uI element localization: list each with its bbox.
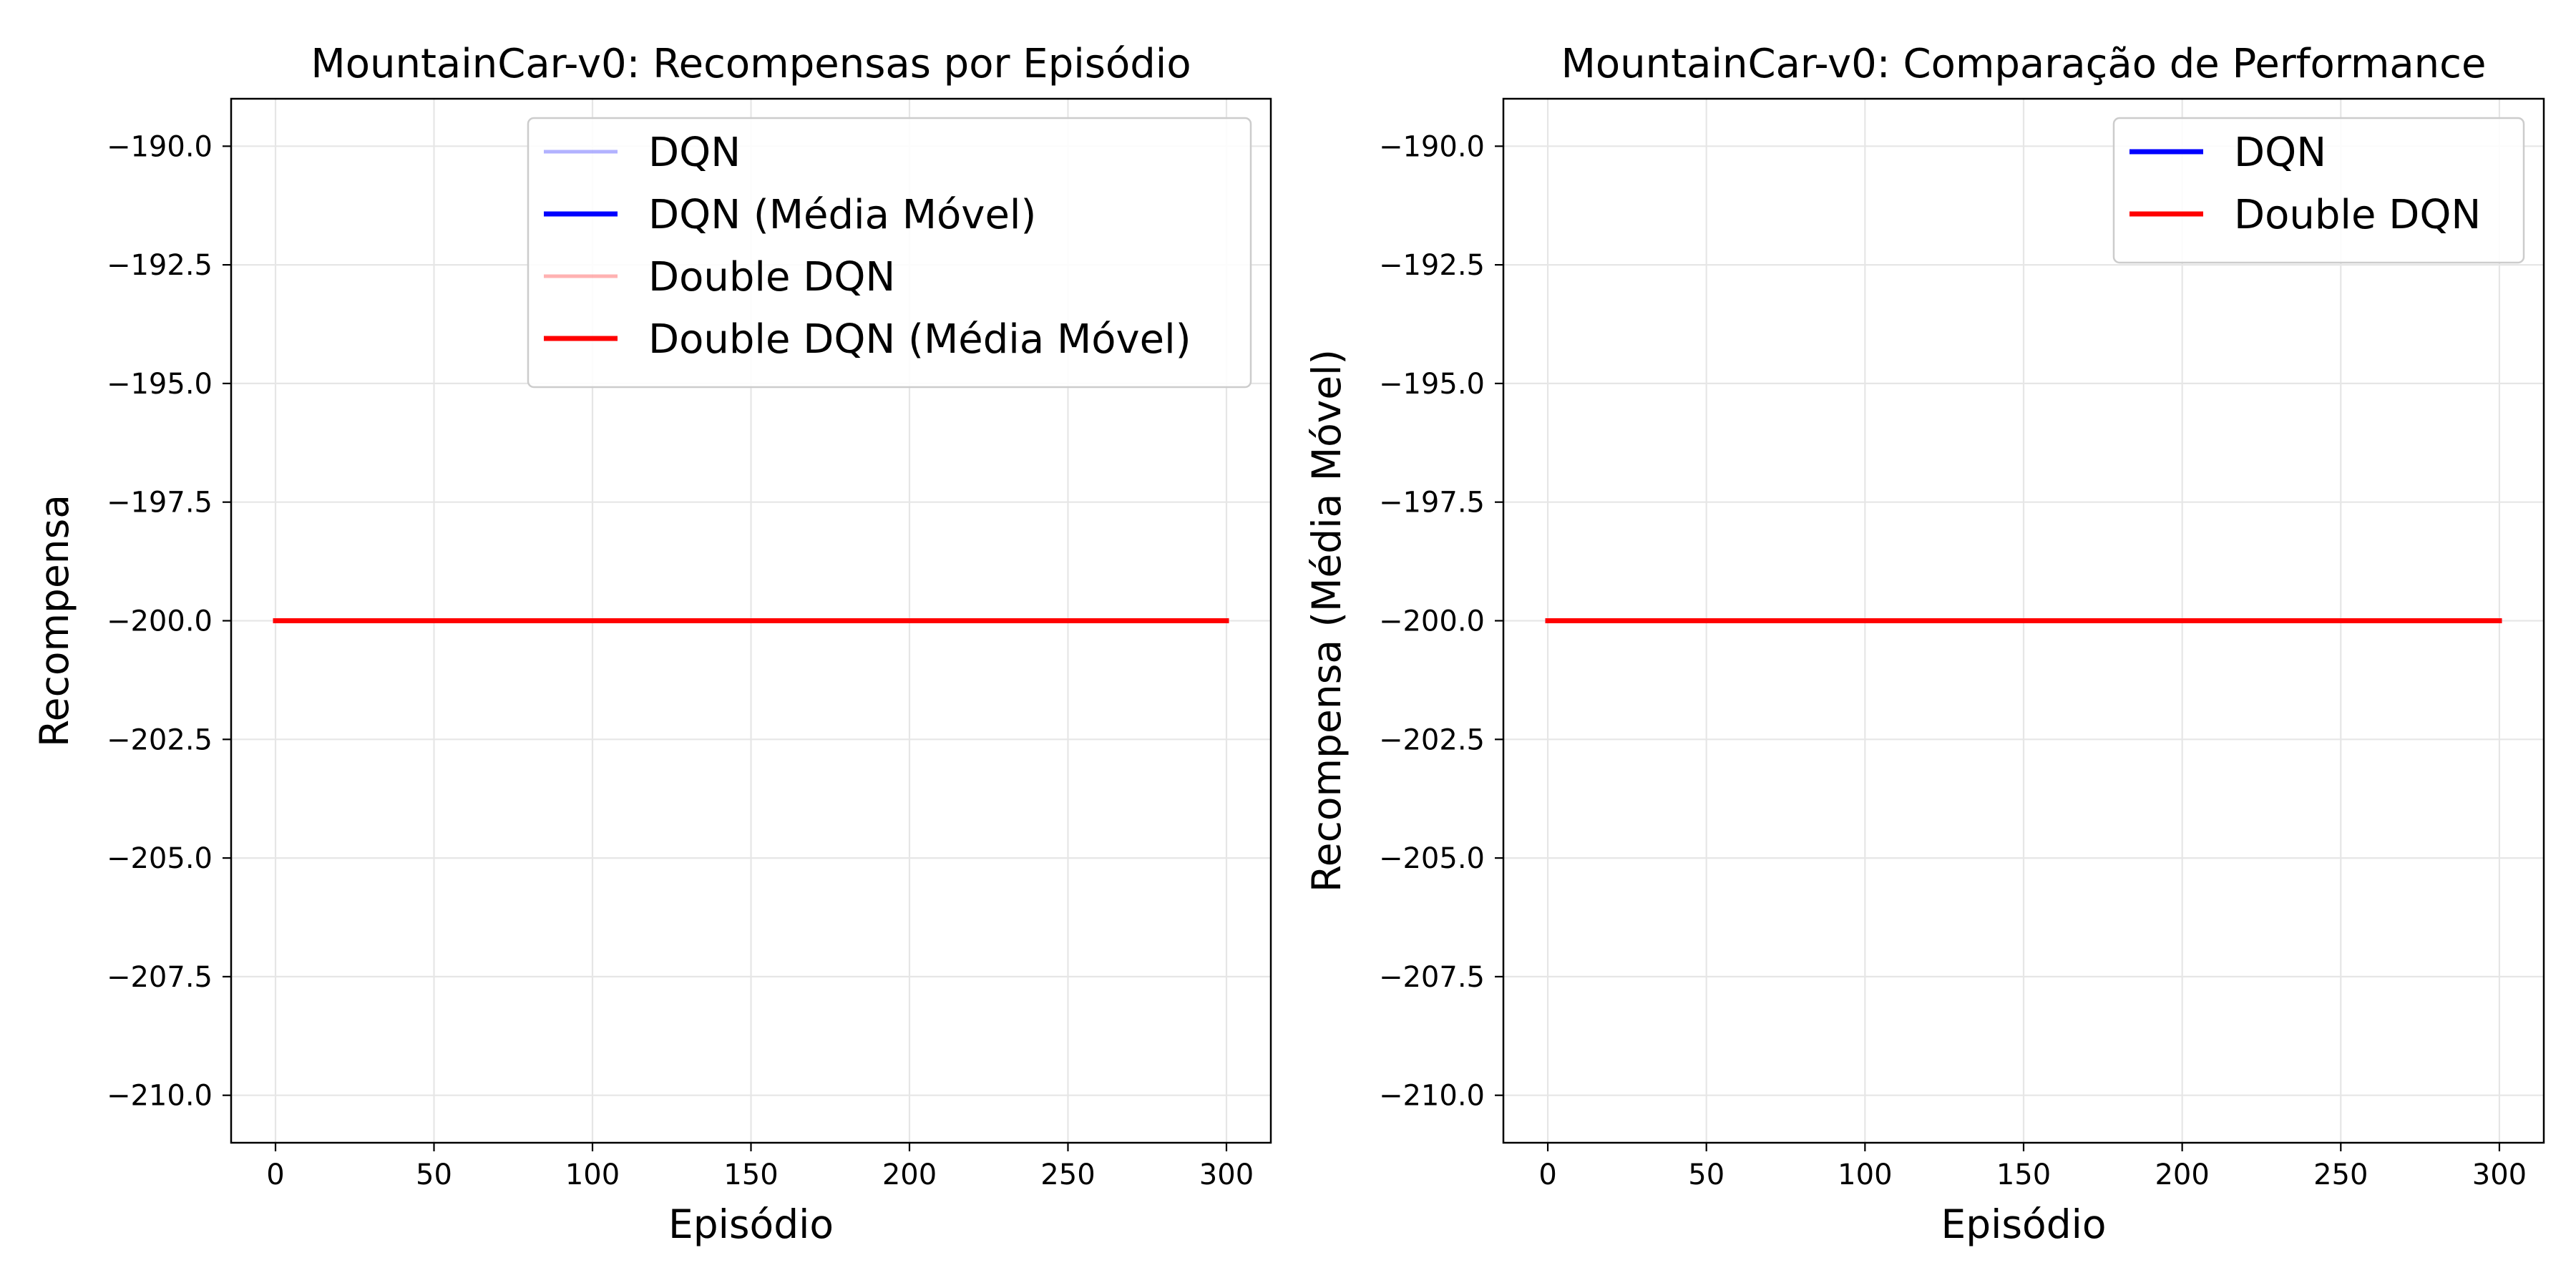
- legend-box: [527, 117, 1252, 389]
- y-tick-label: −200.0: [107, 605, 213, 638]
- y-tick-label: −192.5: [1379, 249, 1485, 282]
- y-tick-label: −197.5: [107, 487, 213, 519]
- y-tick-label: −195.0: [1379, 368, 1485, 401]
- y-tick-label: −190.0: [107, 130, 213, 163]
- legend-label: Double DQN: [648, 254, 895, 301]
- legend-label: Double DQN (Média Móvel): [648, 316, 1191, 363]
- y-tick-label: −202.5: [1379, 723, 1485, 756]
- legend: DQN DQN (Média Móvel) Double DQN Double DQN…: [527, 117, 1252, 389]
- y-tick-label: −200.0: [1379, 605, 1485, 638]
- chart-panel-2: 0 50 100 150 200 250 300 −190.0 −192.5 −195.0 −197…: [1304, 41, 2545, 1247]
- x-tick-label: 0: [1538, 1158, 1556, 1191]
- y-tick-label: −192.5: [107, 249, 213, 282]
- y-tick-label: −195.0: [107, 368, 213, 401]
- x-tick-label: 50: [1688, 1158, 1724, 1191]
- x-tick-label: 200: [882, 1158, 937, 1191]
- y-tick-label: −190.0: [1379, 130, 1485, 163]
- legend-label: DQN: [648, 130, 741, 176]
- y-tick-label: −210.0: [1379, 1080, 1485, 1113]
- y-tick-label: −210.0: [107, 1080, 213, 1113]
- y-axis-label: Recompensa (Média Móvel): [1304, 349, 1350, 892]
- x-tick-label: 250: [2313, 1158, 2368, 1191]
- x-tick-label: 100: [565, 1158, 620, 1191]
- x-tick-label: 50: [416, 1158, 452, 1191]
- legend-box: [2112, 117, 2525, 264]
- x-tick-label: 300: [2472, 1158, 2527, 1191]
- legend-label: DQN (Média Móvel): [648, 192, 1036, 238]
- x-tick-label: 250: [1040, 1158, 1095, 1191]
- y-tick-label: −197.5: [1379, 487, 1485, 519]
- x-tick-label: 150: [723, 1158, 778, 1191]
- legend: DQN Double DQN: [2112, 117, 2525, 264]
- y-tick-label: −202.5: [107, 723, 213, 756]
- chart-title: MountainCar-v0: Comparação de Performanc…: [1561, 41, 2487, 87]
- legend-label: DQN: [2234, 130, 2326, 176]
- y-tick-label: −205.0: [107, 842, 213, 875]
- y-tick-label: −205.0: [1379, 842, 1485, 875]
- y-axis-label: Recompensa: [31, 494, 77, 747]
- x-tick-label: 300: [1199, 1158, 1254, 1191]
- x-tick-label: 200: [2155, 1158, 2209, 1191]
- x-axis-label: Episódio: [668, 1201, 834, 1247]
- y-tick-label: −207.5: [107, 961, 213, 994]
- y-tick-label: −207.5: [1379, 961, 1485, 994]
- chart-title: MountainCar-v0: Recompensas por Episódio: [311, 41, 1191, 87]
- legend-label: Double DQN: [2234, 192, 2481, 238]
- x-tick-label: 0: [266, 1158, 284, 1191]
- chart-panel-1: 0 50 100 150 200 250 300 −190.0 −192.5 −195.0 −197…: [31, 41, 1272, 1247]
- x-axis-label: Episódio: [1941, 1201, 2106, 1247]
- x-tick-label: 150: [1996, 1158, 2051, 1191]
- x-tick-label: 100: [1838, 1158, 1892, 1191]
